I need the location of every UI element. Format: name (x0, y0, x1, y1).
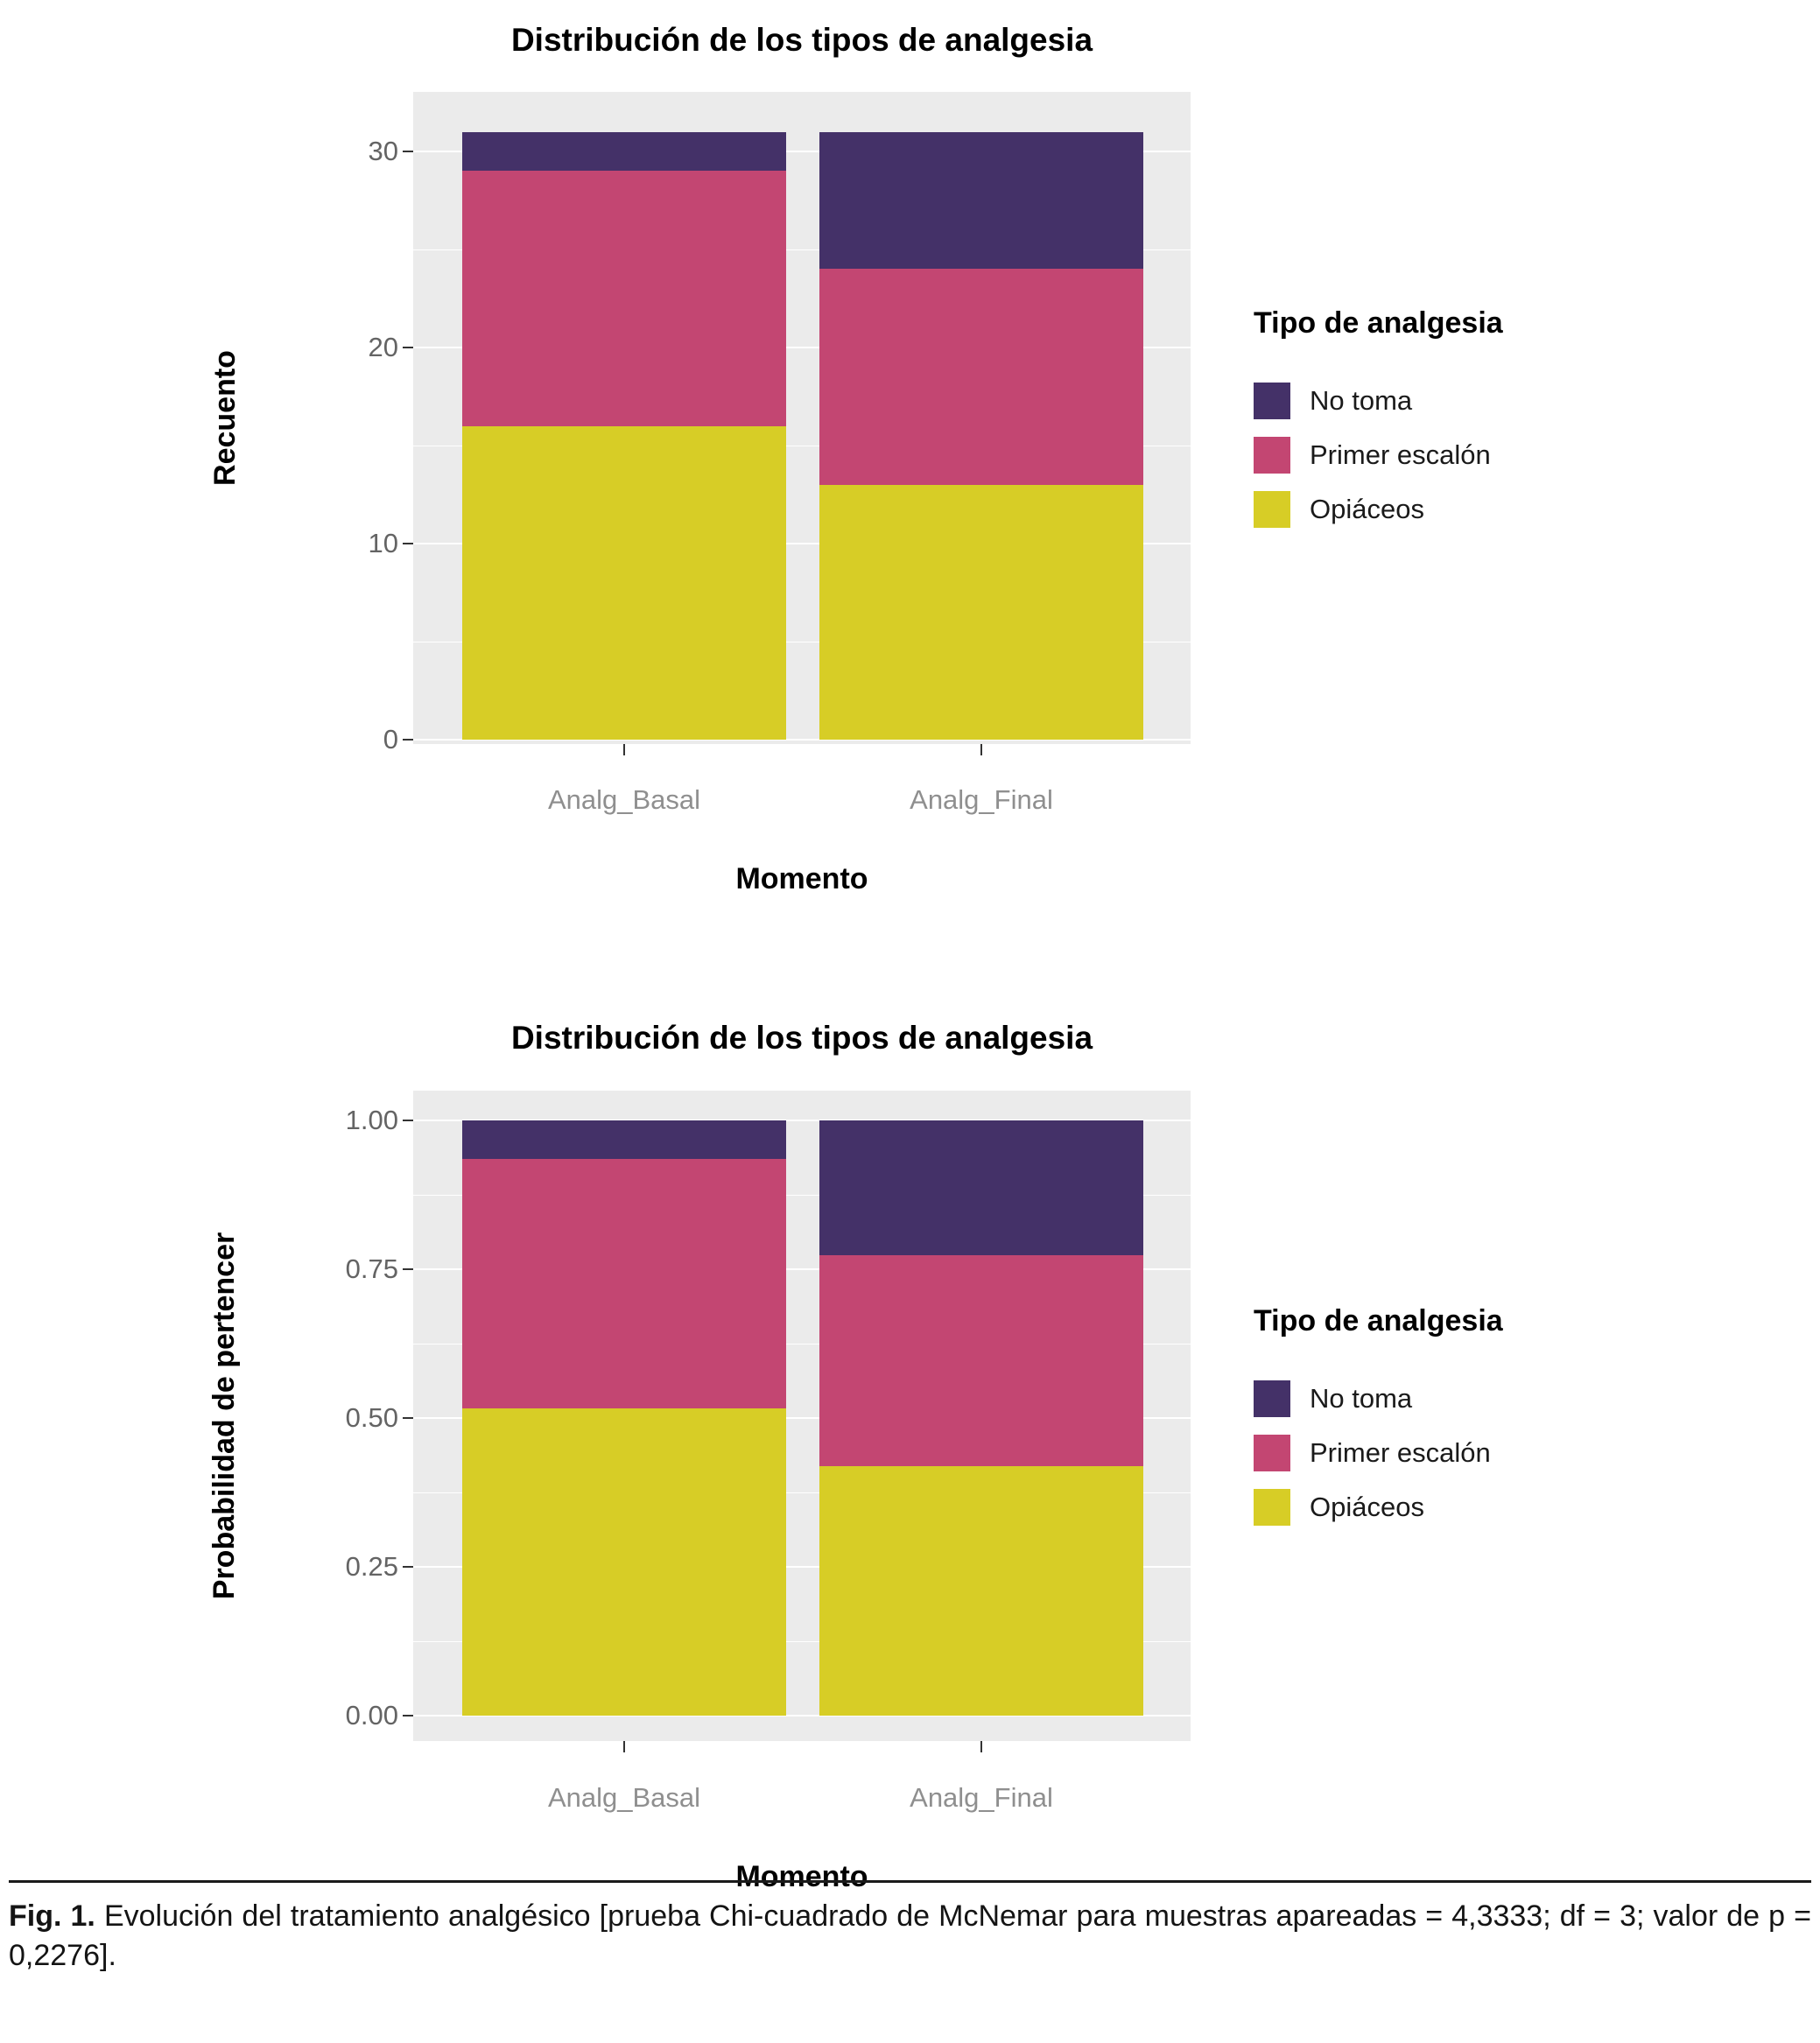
bar-segment-no-toma-analg-basal (462, 1120, 786, 1160)
gridline-major (413, 347, 1191, 348)
figure-caption: Fig. 1. Evolución del tratamiento analgé… (0, 1880, 1820, 1976)
y-tick-mark (403, 1566, 413, 1568)
legend-title: Tipo de analgesia (1254, 306, 1503, 340)
y-axis-title-box: Probabilidad de pertencer (186, 1091, 264, 1741)
bar-segment-no-toma-analg-final (819, 1120, 1143, 1255)
y-axis-title: Recuento (207, 350, 242, 486)
caption-body: Evolución del tratamiento analgésico [pr… (9, 1899, 1811, 1972)
stacked-bar-chart-probability: Distribución de los tipos de analgesia P… (0, 998, 1820, 1893)
x-tick-mark (623, 1741, 625, 1752)
y-tick-mark (403, 1417, 413, 1419)
y-tick-label: 0 (383, 724, 398, 755)
plot-panel (413, 1091, 1191, 1741)
gridline-minor (413, 1194, 1191, 1196)
y-tick-label: 30 (368, 136, 398, 166)
y-tick-mark (403, 1268, 413, 1270)
x-tick-mark (623, 744, 625, 755)
legend-title: Tipo de analgesia (1254, 1304, 1503, 1337)
legend-swatch-no-toma (1254, 383, 1290, 419)
gridline-major (413, 151, 1191, 152)
bar-segment-no-toma-analg-basal (462, 131, 786, 172)
y-tick-label: 1.00 (345, 1105, 398, 1135)
gridline-minor (413, 249, 1191, 250)
legend-label: No toma (1310, 385, 1413, 416)
legend-label: No toma (1310, 1383, 1413, 1414)
y-tick-mark (403, 543, 413, 544)
y-tick-mark (403, 1120, 413, 1121)
y-tick-label: 0.50 (345, 1402, 398, 1433)
legend-label: Primer escalón (1310, 439, 1491, 470)
legend-entry-no-toma: No toma (1254, 383, 1412, 419)
caption-label: Fig. 1. (9, 1899, 95, 1933)
x-tick-label: Analg_Basal (547, 784, 701, 815)
x-axis-title: Momento (735, 862, 868, 895)
x-tick-mark (980, 1741, 982, 1752)
y-tick-mark (403, 1715, 413, 1717)
y-tick-mark (403, 347, 413, 348)
stacked-bar-chart-count: Distribución de los tipos de analgesia R… (0, 0, 1820, 941)
chart-title: Distribución de los tipos de analgesia (510, 1020, 1093, 1056)
bar-segment-opiaceos-analg-final (819, 1466, 1143, 1716)
legend-entry-primer-escalon: Primer escalón (1254, 1435, 1491, 1471)
bar-segment-primer-escalon-analg-basal (462, 171, 786, 426)
legend-swatch-opiaceos (1254, 491, 1290, 528)
bar-segment-opiaceos-analg-final (819, 484, 1143, 740)
gridline-major (413, 1566, 1191, 1568)
x-tick-label: Analg_Basal (547, 1782, 701, 1813)
bar-segment-primer-escalon-analg-basal (462, 1159, 786, 1409)
legend-label: Primer escalón (1310, 1437, 1491, 1468)
y-axis-title: Probabilidad de pertencer (207, 1232, 242, 1600)
bar-segment-opiaceos-analg-basal (462, 425, 786, 740)
y-tick-label: 0.25 (345, 1551, 398, 1582)
gridline-minor (413, 1492, 1191, 1493)
y-tick-mark (403, 739, 413, 741)
y-tick-label: 10 (368, 528, 398, 558)
y-tick-label: 0.00 (345, 1700, 398, 1731)
chart-title: Distribución de los tipos de analgesia (510, 22, 1093, 58)
y-tick-label: 0.75 (345, 1253, 398, 1284)
y-axis-title-box: Recuento (186, 92, 264, 744)
gridline-minor (413, 1640, 1191, 1642)
legend-entry-primer-escalon: Primer escalón (1254, 437, 1491, 474)
legend-entry-no-toma: No toma (1254, 1380, 1412, 1417)
plot-panel (413, 92, 1191, 744)
gridline-major (413, 1715, 1191, 1717)
caption-text: Fig. 1. Evolución del tratamiento analgé… (9, 1897, 1811, 1976)
legend: Tipo de analgesia No toma Primer escalón O… (1254, 0, 1630, 941)
legend-swatch-primer-escalon (1254, 1435, 1290, 1471)
gridline-major (413, 1417, 1191, 1419)
y-tick-mark (403, 151, 413, 152)
x-axis-title: Momento (735, 1860, 868, 1893)
gridline-major (413, 1120, 1191, 1121)
x-tick-label: Analg_Final (910, 784, 1053, 815)
gridline-major (413, 739, 1191, 741)
bar-segment-no-toma-analg-final (819, 131, 1143, 270)
legend-swatch-opiaceos (1254, 1489, 1290, 1526)
legend-entry-opiaceos: Opiáceos (1254, 1489, 1424, 1526)
bar-segment-primer-escalon-analg-final (819, 1254, 1143, 1467)
x-tick-label: Analg_Final (910, 1782, 1053, 1813)
bar-segment-primer-escalon-analg-final (819, 269, 1143, 485)
gridline-major (413, 1268, 1191, 1270)
gridline-major (413, 543, 1191, 544)
y-tick-label: 20 (368, 332, 398, 362)
legend-label: Opiáceos (1310, 1492, 1424, 1522)
x-tick-mark (980, 744, 982, 755)
bar-segment-opiaceos-analg-basal (462, 1408, 786, 1716)
legend-swatch-no-toma (1254, 1380, 1290, 1417)
caption-divider (9, 1880, 1811, 1883)
legend-entry-opiaceos: Opiáceos (1254, 491, 1424, 528)
legend-label: Opiáceos (1310, 494, 1424, 524)
legend: Tipo de analgesia No toma Primer escalón O… (1254, 998, 1630, 1880)
legend-swatch-primer-escalon (1254, 437, 1290, 474)
